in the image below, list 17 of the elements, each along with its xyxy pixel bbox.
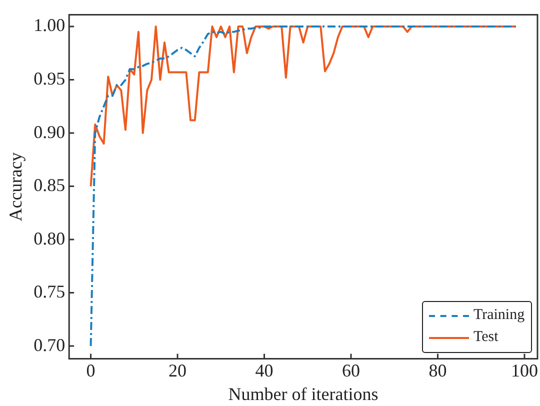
y-tick-label: 0.95 (34, 68, 66, 88)
x-tick-label: 80 (428, 360, 447, 380)
x-tick-label: 0 (86, 360, 96, 380)
y-tick-label: 1.00 (34, 15, 66, 36)
x-tick-label: 100 (510, 360, 538, 380)
y-tick-label: 0.80 (34, 228, 66, 248)
legend-label: Test (473, 329, 498, 346)
y-tick-label: 0.85 (34, 175, 66, 195)
y-axis-title: Accuracy (6, 152, 26, 222)
y-tick-label: 0.90 (34, 122, 66, 142)
y-tick-label: 0.75 (34, 282, 66, 302)
x-tick-label: 40 (255, 360, 274, 380)
legend-label: Training (473, 307, 525, 324)
x-tick-label: 20 (168, 360, 187, 380)
x-tick-label: 60 (342, 360, 360, 380)
y-tick-label: 0.70 (34, 334, 66, 355)
x-axis-title: Number of iterations (228, 384, 378, 404)
